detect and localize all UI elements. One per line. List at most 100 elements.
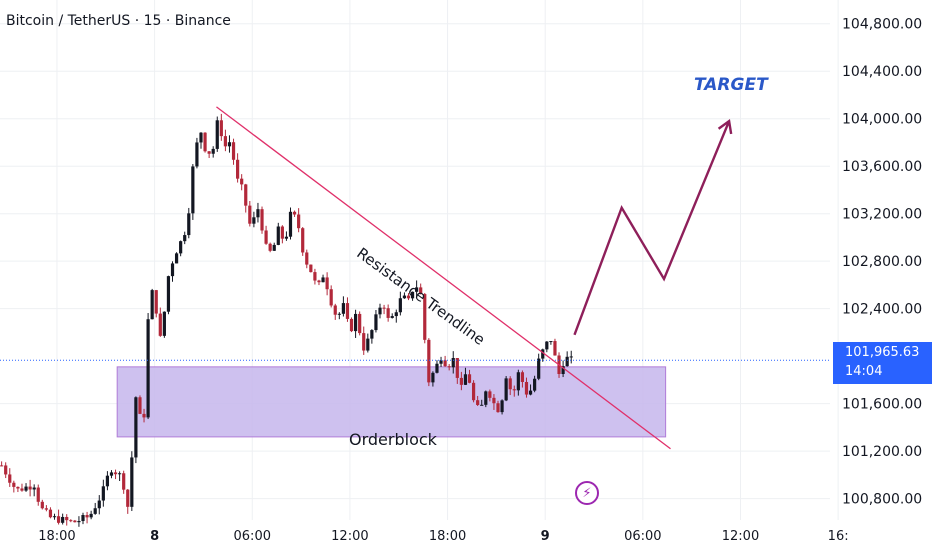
candle-body [561, 366, 565, 374]
y-tick-label: 101,600.00 [842, 397, 922, 413]
candle-body [288, 211, 293, 237]
candle-body [207, 151, 211, 154]
candle-body [528, 390, 533, 395]
candle-body [199, 132, 203, 143]
candle-body [427, 339, 431, 383]
candle-body [297, 214, 301, 229]
candle-body [459, 377, 463, 385]
candle-body [516, 372, 520, 391]
candle-body [390, 316, 394, 318]
candle-body [353, 313, 358, 332]
candle-body [36, 487, 40, 502]
candle-body [480, 404, 484, 406]
candle-body [524, 381, 529, 395]
target-label: TARGET [694, 75, 768, 95]
candle-body [467, 374, 472, 383]
candle-body [195, 142, 199, 167]
candle-body [215, 120, 219, 149]
candle-body [150, 290, 154, 320]
candle-body [309, 264, 313, 273]
candle-body [545, 341, 549, 350]
x-tick-label: 06:00 [234, 529, 271, 544]
candle-body [386, 308, 390, 318]
candle-body [170, 263, 175, 277]
y-tick-label: 104,400.00 [842, 64, 922, 80]
candle-body [28, 486, 32, 490]
candle-body [471, 382, 476, 401]
candle-body [244, 184, 248, 206]
candle-body [410, 291, 415, 299]
resistance-trendline [216, 106, 671, 450]
candle-body [284, 236, 289, 239]
candle-body [44, 508, 48, 510]
candle-body [508, 378, 512, 390]
candle-body [549, 341, 553, 343]
x-tick-label: 18:00 [429, 529, 466, 544]
y-tick-label: 101,200.00 [842, 444, 922, 460]
candle-body [439, 360, 443, 364]
candle-body [166, 276, 171, 312]
candle-body [443, 360, 447, 367]
candle-body [419, 287, 423, 295]
candle-body [520, 372, 525, 382]
candle-body [105, 475, 110, 487]
candle-body [236, 159, 240, 179]
candle-body [73, 520, 77, 523]
candle-body [325, 277, 329, 290]
x-tick-label: 18:00 [38, 529, 75, 544]
candle-body [56, 516, 61, 523]
lightning-bolt-icon[interactable]: ⚡ [575, 481, 599, 505]
candle-body [142, 413, 146, 418]
y-tick-label: 103,200.00 [842, 207, 922, 223]
candle-body [130, 457, 134, 507]
candle-body [191, 166, 195, 214]
candle-body [158, 313, 162, 336]
last-price-badge: 101,965.63 14:04 [833, 342, 932, 384]
candle-body [345, 303, 350, 319]
candle-body [512, 389, 516, 391]
candle-body [134, 397, 138, 458]
candle-body [20, 488, 24, 491]
candles [0, 113, 573, 527]
candle-body [97, 500, 101, 509]
candle-body [394, 312, 398, 317]
candle-body [187, 213, 191, 236]
candle-body [451, 358, 455, 368]
candle-body [276, 226, 280, 245]
candle-body [113, 472, 118, 475]
candle-body [146, 319, 150, 418]
candle-body [292, 211, 297, 215]
x-tick-label: 12:00 [722, 529, 759, 544]
candle-body [301, 228, 305, 253]
candle-body [476, 400, 480, 405]
candle-body [77, 521, 81, 523]
y-tick-label: 100,800.00 [842, 492, 922, 508]
candle-body [154, 290, 158, 314]
candle-body [219, 120, 223, 137]
candle-body [162, 311, 166, 336]
candle-body [333, 305, 337, 315]
candle-body [69, 520, 73, 522]
candle-body [81, 515, 85, 522]
candle-body [268, 243, 272, 251]
candle-body [329, 289, 333, 306]
candle-body [492, 397, 496, 404]
candle-body [341, 303, 345, 314]
candle-body [435, 363, 439, 373]
candle-body [280, 226, 284, 239]
candle-body [40, 501, 44, 509]
candle-body [65, 516, 69, 521]
projection-arrowhead [717, 118, 733, 135]
candle-body [138, 397, 142, 414]
candle-body [183, 235, 187, 242]
candle-body [553, 341, 557, 356]
candle-body [431, 372, 435, 383]
candle-body [85, 515, 89, 518]
y-tick-label: 104,800.00 [842, 17, 922, 33]
candle-body [402, 295, 407, 299]
candle-body [447, 366, 451, 368]
candle-body [406, 295, 411, 299]
x-tick-label: 06:00 [624, 529, 661, 544]
candle-body [382, 307, 386, 309]
